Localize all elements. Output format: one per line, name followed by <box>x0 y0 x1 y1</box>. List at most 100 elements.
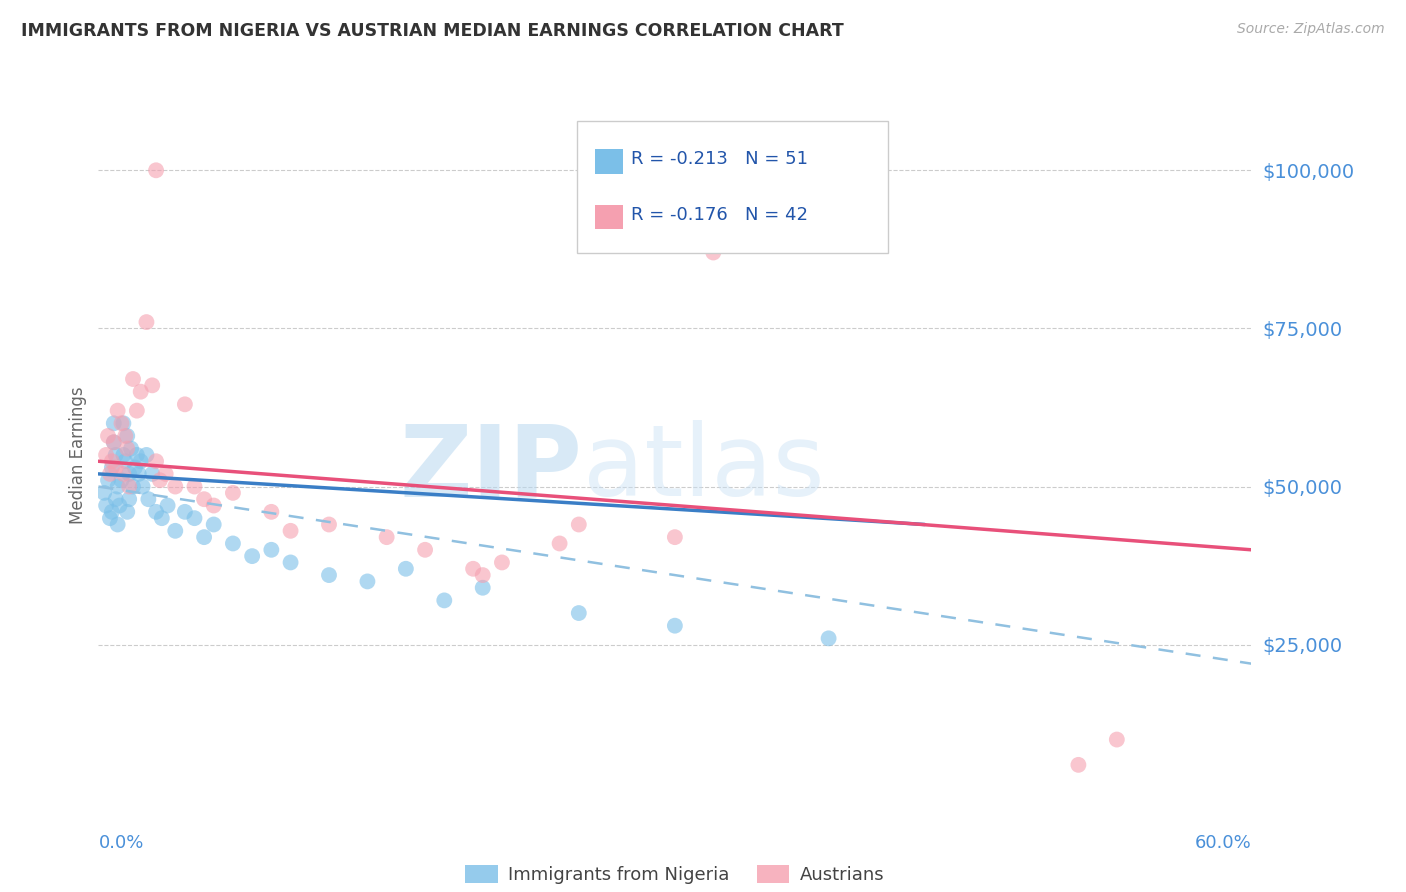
Point <box>183 479 205 493</box>
Point <box>141 467 163 481</box>
Point <box>101 454 124 468</box>
Point <box>125 448 148 462</box>
Point <box>103 435 125 450</box>
Point <box>280 524 302 538</box>
Point <box>202 517 225 532</box>
Point <box>222 536 245 550</box>
Point <box>94 448 117 462</box>
Point <box>104 460 127 475</box>
Point <box>222 486 245 500</box>
Point <box>318 568 340 582</box>
Point <box>145 454 167 468</box>
Point <box>125 403 148 417</box>
Point <box>156 499 179 513</box>
Point <box>395 562 418 576</box>
Point <box>114 454 136 468</box>
Text: 60.0%: 60.0% <box>1195 834 1251 852</box>
Point <box>128 467 150 481</box>
Point <box>118 492 141 507</box>
Point <box>165 479 187 493</box>
Point <box>120 442 142 456</box>
Point <box>471 568 494 582</box>
Point <box>110 417 132 431</box>
Point <box>174 397 197 411</box>
Point <box>122 479 145 493</box>
Point <box>129 454 152 468</box>
Point <box>98 467 121 481</box>
Point <box>110 473 132 487</box>
Point <box>375 530 398 544</box>
Point <box>568 606 591 620</box>
Point <box>118 479 141 493</box>
Point <box>741 227 763 241</box>
Point <box>107 479 129 493</box>
Point <box>260 542 283 557</box>
Point <box>117 505 139 519</box>
Text: R = -0.176   N = 42: R = -0.176 N = 42 <box>631 206 808 224</box>
Text: Source: ZipAtlas.com: Source: ZipAtlas.com <box>1237 22 1385 37</box>
Point <box>664 618 686 632</box>
Point <box>112 448 135 462</box>
Point <box>183 511 205 525</box>
Text: ZIP: ZIP <box>399 420 582 517</box>
Point <box>101 505 124 519</box>
Point <box>141 378 163 392</box>
Point <box>103 417 125 431</box>
Legend: Immigrants from Nigeria, Austrians: Immigrants from Nigeria, Austrians <box>458 857 891 891</box>
Point <box>138 492 160 507</box>
Point <box>94 499 117 513</box>
Point <box>193 530 215 544</box>
Point <box>118 467 141 481</box>
Point <box>122 372 145 386</box>
Point <box>107 517 129 532</box>
Point <box>491 556 513 570</box>
Point <box>104 492 127 507</box>
FancyBboxPatch shape <box>595 205 623 229</box>
Text: R = -0.213   N = 51: R = -0.213 N = 51 <box>631 150 808 169</box>
Text: 0.0%: 0.0% <box>98 834 143 852</box>
Point <box>112 467 135 481</box>
Point <box>129 384 152 399</box>
Point <box>135 315 157 329</box>
Point <box>318 517 340 532</box>
Point <box>568 517 591 532</box>
Point <box>202 499 225 513</box>
Point <box>131 479 153 493</box>
Point <box>817 632 839 646</box>
Point <box>145 163 167 178</box>
Point <box>664 530 686 544</box>
Y-axis label: Median Earnings: Median Earnings <box>69 386 87 524</box>
Point <box>107 403 129 417</box>
Point <box>260 505 283 519</box>
Point <box>461 562 484 576</box>
Point <box>135 448 157 462</box>
Point <box>413 542 436 557</box>
Point <box>98 511 121 525</box>
Point <box>193 492 215 507</box>
Point <box>155 467 177 481</box>
Point <box>471 581 494 595</box>
Text: IMMIGRANTS FROM NIGERIA VS AUSTRIAN MEDIAN EARNINGS CORRELATION CHART: IMMIGRANTS FROM NIGERIA VS AUSTRIAN MEDI… <box>21 22 844 40</box>
Point <box>150 511 173 525</box>
Point <box>240 549 263 563</box>
Point <box>702 245 724 260</box>
Point <box>165 524 187 538</box>
Point <box>1067 757 1090 772</box>
Point <box>114 429 136 443</box>
Point <box>117 429 139 443</box>
Point <box>103 435 125 450</box>
Point <box>1105 732 1128 747</box>
Point <box>548 536 571 550</box>
Point <box>97 429 120 443</box>
Point <box>112 417 135 431</box>
Point <box>149 473 172 487</box>
FancyBboxPatch shape <box>595 150 623 174</box>
Point <box>280 556 302 570</box>
Point <box>97 473 120 487</box>
Text: atlas: atlas <box>582 420 824 517</box>
Point <box>124 460 146 475</box>
Point <box>145 505 167 519</box>
Point <box>433 593 456 607</box>
Point <box>93 486 115 500</box>
FancyBboxPatch shape <box>576 121 889 253</box>
